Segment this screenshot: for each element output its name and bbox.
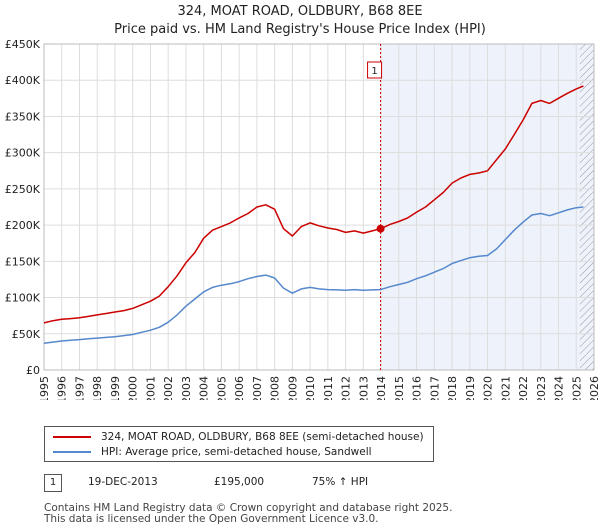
forecast-hatched-region xyxy=(579,44,594,370)
x-tick-label: 2026 xyxy=(588,376,600,400)
x-tick-label: 2006 xyxy=(233,376,246,400)
x-tick-label: 2024 xyxy=(553,376,566,400)
x-tick-label: 2013 xyxy=(357,376,370,400)
x-tick-label: 1996 xyxy=(56,376,69,400)
chart-title-block: 324, MOAT ROAD, OLDBURY, B68 8EE Price p… xyxy=(0,3,600,39)
sale-annotation-box xyxy=(367,61,383,79)
x-tick-label: 1995 xyxy=(38,376,51,400)
x-tick-label: 2001 xyxy=(144,376,157,400)
x-tick-label: 2005 xyxy=(215,376,228,400)
legend-label-hpi: HPI: Average price, semi-detached house,… xyxy=(101,446,372,458)
sale-date: 19-DEC-2013 xyxy=(88,476,158,488)
x-tick-label: 2015 xyxy=(393,376,406,400)
x-tick-label: 2007 xyxy=(251,376,264,400)
legend-entry-property: 324, MOAT ROAD, OLDBURY, B68 8EE (semi-d… xyxy=(53,430,424,444)
property-price-line xyxy=(43,85,584,324)
chart-legend: 324, MOAT ROAD, OLDBURY, B68 8EE (semi-d… xyxy=(44,426,434,462)
legend-entry-hpi: HPI: Average price, semi-detached house,… xyxy=(53,445,372,459)
price-chart: £0 £50K £100K £150K £200K £250K £300K £350K £400… xyxy=(5,38,600,400)
y-tick-label: £100K xyxy=(5,292,41,305)
sale-hpi-change: 75% ↑ HPI xyxy=(312,476,369,488)
sale-marker-badge: 1 xyxy=(44,474,62,492)
x-tick-label: 1998 xyxy=(91,376,104,400)
y-tick-label: £0 xyxy=(26,364,40,377)
x-tick-label: 2000 xyxy=(127,376,140,400)
y-tick-label: £50K xyxy=(12,328,41,341)
plot-frame xyxy=(43,43,595,371)
x-tick-label: 1999 xyxy=(109,376,122,400)
x-tick-label: 2003 xyxy=(180,376,193,400)
footer-line-2: This data is licensed under the Open Gov… xyxy=(44,513,379,525)
x-tick-label: 2009 xyxy=(286,376,299,400)
chart-subtitle: Price paid vs. HM Land Registry's House … xyxy=(114,22,486,37)
x-tick-label: 2012 xyxy=(340,376,353,400)
legend-swatch-hpi xyxy=(53,451,91,453)
y-tick-label: £400K xyxy=(5,74,41,87)
x-tick-label: 1997 xyxy=(73,376,86,400)
legend-label-property: 324, MOAT ROAD, OLDBURY, B68 8EE (semi-d… xyxy=(101,431,424,443)
y-tick-label: £200K xyxy=(5,219,41,232)
y-tick-label: £300K xyxy=(5,147,41,160)
footer-notice: Contains HM Land Registry data © Crown c… xyxy=(44,503,452,525)
x-tick-label: 2021 xyxy=(499,376,512,400)
chart-title: 324, MOAT ROAD, OLDBURY, B68 8EE xyxy=(177,4,423,19)
x-tick-label: 2025 xyxy=(570,376,583,400)
legend-swatch-property xyxy=(53,436,91,438)
x-tick-label: 2014 xyxy=(375,376,388,400)
y-tick-label: £150K xyxy=(5,255,41,268)
footer-line-1: Contains HM Land Registry data © Crown c… xyxy=(44,502,453,514)
x-tick-label: 2011 xyxy=(322,376,335,400)
sale-table-row: 1 19-DEC-2013 £195,000 75% ↑ HPI xyxy=(44,474,600,492)
x-tick-label: 2020 xyxy=(482,376,495,400)
x-tick-label: 2019 xyxy=(464,376,477,400)
y-tick-label: £450K xyxy=(5,38,41,51)
x-tick-label: 2016 xyxy=(411,376,424,400)
y-tick-label: £350K xyxy=(5,110,41,123)
y-tick-label: £250K xyxy=(5,183,41,196)
x-tick-label: 2018 xyxy=(446,376,459,400)
x-tick-label: 2010 xyxy=(304,376,317,400)
hpi-line xyxy=(43,206,584,344)
x-tick-label: 2008 xyxy=(269,376,282,400)
x-tick-label: 2017 xyxy=(428,376,441,400)
x-tick-label: 2023 xyxy=(535,376,548,400)
x-tick-label: 2002 xyxy=(162,376,175,400)
x-tick-label: 2004 xyxy=(198,376,211,400)
sale-point xyxy=(376,224,385,233)
sale-annotation-label: 1 xyxy=(371,66,377,77)
x-tick-label: 2022 xyxy=(517,376,530,400)
sale-price: £195,000 xyxy=(214,476,265,488)
